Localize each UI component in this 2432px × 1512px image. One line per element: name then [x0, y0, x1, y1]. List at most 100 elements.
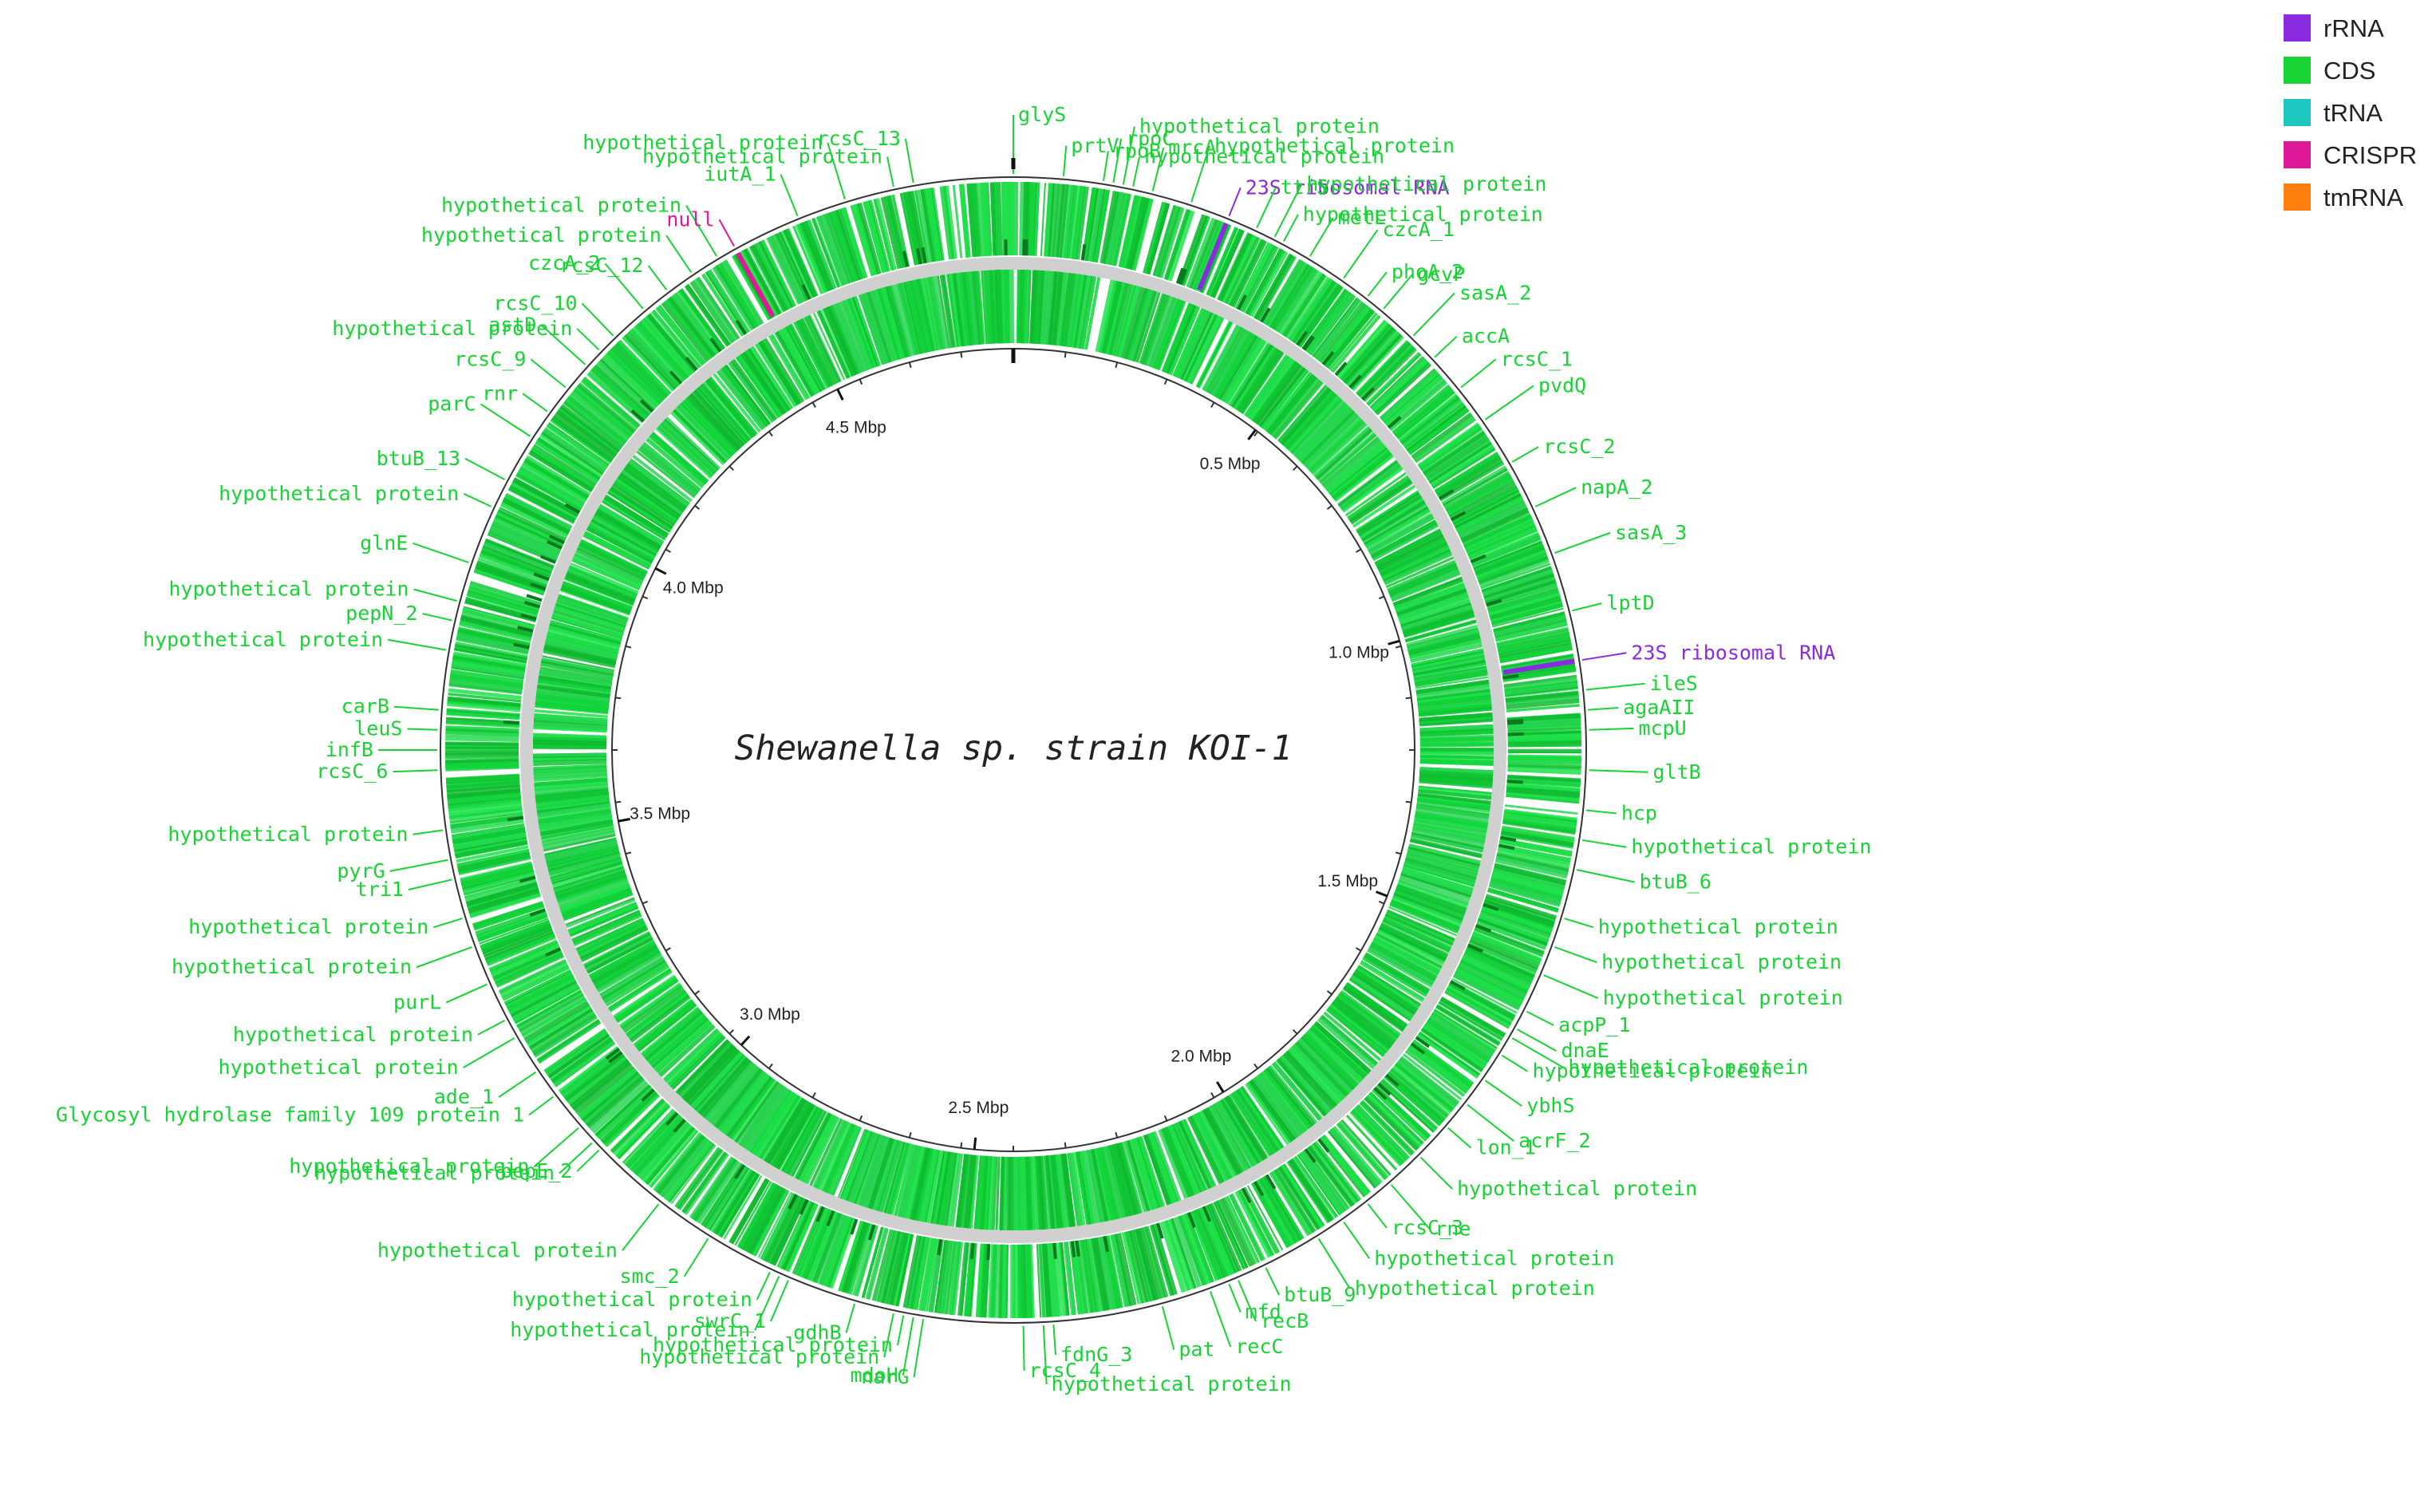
cds-mark [847, 1222, 873, 1295]
cds-mark [1503, 677, 1577, 689]
cds-mark [681, 1044, 735, 1100]
cds-mark [969, 1242, 975, 1260]
cds-mark [661, 420, 718, 473]
cds-mark [1045, 1155, 1056, 1230]
cds-mark [1352, 1106, 1408, 1163]
cds-mark [1451, 977, 1518, 1014]
cds-mark [462, 869, 535, 891]
cds-mark [551, 862, 624, 887]
cds-mark [689, 1156, 734, 1218]
cds-mark [730, 1078, 778, 1141]
cds-mark [507, 815, 524, 822]
cds-mark [829, 1125, 859, 1194]
cds-mark [634, 1000, 697, 1050]
cds-mark [572, 911, 642, 946]
cds-mark [1487, 589, 1559, 613]
cds-mark [1503, 674, 1577, 687]
cds-mark [729, 1078, 775, 1139]
cds-mark [492, 519, 562, 554]
cds-mark [1018, 1156, 1023, 1230]
cds-mark [445, 757, 519, 761]
cds-mark [454, 648, 527, 664]
cds-mark [1063, 184, 1075, 259]
cds-mark [1471, 930, 1542, 964]
cds-mark [1208, 1202, 1242, 1273]
feature-mark [1502, 658, 1575, 675]
feature-label: hypothetical protein [642, 145, 882, 168]
cds-mark [1144, 1226, 1169, 1298]
cds-mark [946, 1241, 957, 1315]
cds-mark [1467, 943, 1483, 953]
cds-mark [721, 1072, 770, 1135]
cds-mark [1128, 1230, 1152, 1303]
cds-mark [1126, 196, 1148, 270]
feature-leader-line [1460, 358, 1497, 389]
cds-mark [676, 405, 730, 461]
minor-tick [1115, 1131, 1119, 1139]
cds-mark [946, 1152, 961, 1226]
cds-mark [499, 961, 569, 999]
cds-mark [693, 278, 738, 342]
cds-mark [445, 762, 519, 769]
cds-mark [534, 713, 608, 723]
feature-label: hypothetical protein [512, 1288, 752, 1311]
cds-mark [1168, 1124, 1201, 1194]
cds-mark [456, 633, 530, 654]
feature-label: btuB_6 [1640, 870, 1711, 893]
cds-mark [1166, 209, 1191, 281]
cds-mark [1436, 456, 1502, 497]
cds-mark [1017, 1244, 1023, 1318]
cds-mark [1199, 223, 1231, 294]
cds-mark [608, 488, 673, 532]
cds-mark [754, 343, 797, 408]
cds-mark [826, 306, 859, 376]
cds-mark [655, 427, 713, 479]
cds-mark [1088, 188, 1104, 262]
cds-mark [1294, 1040, 1349, 1097]
cds-mark [734, 1180, 772, 1246]
cds-mark [578, 1068, 638, 1119]
feature-label: hypothetical protein [1144, 145, 1384, 168]
cds-mark [1504, 804, 1578, 815]
cds-mark [482, 543, 553, 574]
cds-mark [693, 1052, 746, 1111]
major-tick [1375, 890, 1388, 898]
feature-label: pvdQ [1538, 373, 1586, 397]
cds-mark [1411, 829, 1485, 849]
cds-mark [1188, 1115, 1225, 1184]
cds-mark [551, 418, 612, 463]
cds-mark [1380, 923, 1448, 959]
cds-mark [454, 643, 527, 661]
cds-mark [1241, 1086, 1284, 1149]
cds-mark [543, 1028, 606, 1073]
feature-label: hypothetical protein [143, 628, 383, 651]
cds-mark [678, 403, 732, 459]
cds-mark [969, 1155, 979, 1229]
cds-mark [1114, 1234, 1133, 1306]
cds-mark [799, 1198, 809, 1215]
legend-swatch [2284, 184, 2311, 211]
feature-label: rcsC_6 [316, 760, 388, 783]
cds-mark [1390, 1068, 1448, 1118]
cds-mark [517, 468, 584, 509]
cds-mark [761, 1096, 803, 1161]
feature-leader-line [1256, 187, 1277, 229]
cds-mark [682, 401, 735, 456]
cds-mark [685, 396, 739, 453]
minor-tick [1064, 352, 1067, 358]
cds-mark [1367, 948, 1433, 988]
cds-mark [591, 944, 657, 981]
feature-leader-line [1585, 682, 1645, 691]
cds-mark [781, 1201, 814, 1270]
cds-mark [1431, 1010, 1496, 1053]
cds-mark [855, 1225, 879, 1297]
cds-mark [613, 480, 677, 525]
cds-mark [1128, 197, 1150, 270]
feature-leader-line [754, 1276, 780, 1331]
feature-label: iutA_1 [704, 163, 776, 186]
cds-mark [610, 1099, 666, 1154]
legend-swatch [2284, 99, 2311, 126]
cds-mark [976, 1243, 986, 1317]
cds-mark [892, 194, 910, 267]
feature-label: hypothetical protein [1631, 835, 1871, 859]
